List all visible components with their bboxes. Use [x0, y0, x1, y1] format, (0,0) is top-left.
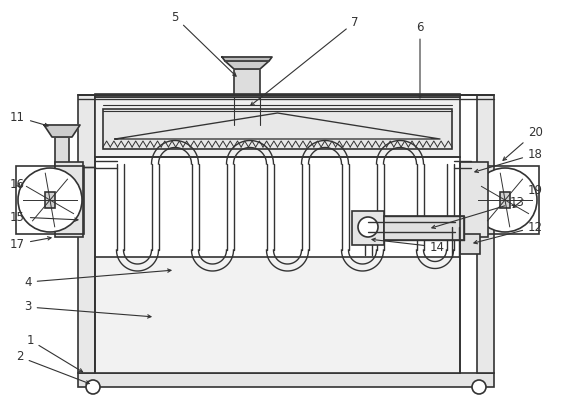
Bar	[95, 94, 460, 97]
Bar	[78, 373, 494, 387]
Text: 6: 6	[416, 21, 424, 98]
Bar	[95, 97, 460, 157]
Bar	[95, 257, 460, 373]
Text: 1: 1	[26, 333, 83, 372]
Bar	[78, 95, 95, 373]
Text: 13: 13	[432, 196, 525, 229]
Bar	[16, 166, 84, 234]
Text: 4: 4	[24, 269, 171, 288]
Circle shape	[472, 380, 486, 394]
Bar	[460, 234, 480, 254]
Text: 3: 3	[24, 300, 151, 318]
Bar	[384, 216, 464, 240]
Bar	[55, 137, 69, 167]
Circle shape	[358, 217, 378, 237]
Polygon shape	[222, 57, 272, 61]
Bar	[471, 166, 539, 234]
Circle shape	[86, 380, 100, 394]
Text: 17: 17	[10, 237, 51, 250]
Polygon shape	[225, 61, 269, 69]
Text: 11: 11	[10, 110, 48, 126]
Bar	[500, 192, 510, 208]
Text: 5: 5	[171, 10, 236, 76]
Text: 18: 18	[475, 147, 543, 173]
Polygon shape	[44, 125, 80, 137]
Bar	[460, 162, 488, 237]
Bar	[55, 162, 83, 237]
Bar	[103, 109, 452, 149]
Circle shape	[473, 168, 537, 232]
Circle shape	[18, 168, 82, 232]
Text: 12: 12	[474, 220, 543, 244]
Text: 15: 15	[10, 211, 78, 223]
Bar	[477, 95, 494, 373]
Circle shape	[464, 238, 476, 250]
Text: 2: 2	[16, 351, 89, 384]
Text: 19: 19	[513, 183, 543, 208]
Bar	[352, 211, 384, 245]
Bar	[234, 69, 260, 97]
Bar	[45, 192, 55, 208]
Text: 7: 7	[251, 16, 359, 105]
Text: 20: 20	[503, 126, 543, 160]
Text: 16: 16	[10, 178, 25, 190]
Text: 14: 14	[372, 238, 445, 253]
